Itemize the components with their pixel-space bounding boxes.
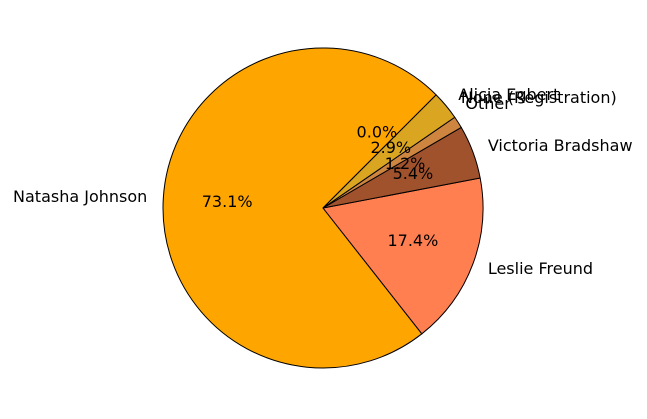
pie-slice-natasha-johnson — [162, 47, 437, 369]
pie-pct-alicja-egbert: 2.9% — [370, 138, 411, 157]
pie-slice-leslie-freund — [322, 177, 484, 335]
pie-slices — [162, 47, 484, 369]
pie-label-alicja-egbert: Alicja Egbert — [458, 85, 559, 104]
pie-pct-other: 0.0% — [357, 123, 398, 142]
pie-slice-alicja-egbert — [322, 94, 456, 209]
pie-label-none-registration: None (Registration) — [461, 88, 617, 107]
pie-label-victoria-bradshaw: Victoria Bradshaw — [488, 136, 633, 155]
pie-labels: Other 0.0% Natasha Johnson 73.1% Leslie Freu… — [13, 85, 633, 278]
pie-pct-leslie-freund: 17.4% — [387, 231, 438, 250]
pie-label-natasha-johnson: Natasha Johnson — [13, 187, 147, 206]
pie-pct-natasha-johnson: 73.1% — [202, 192, 253, 211]
pie-label-leslie-freund: Leslie Freund — [488, 259, 593, 278]
pie-label-other: Other — [465, 94, 511, 113]
pie-pct-none-registration: 1.2% — [385, 154, 426, 173]
pie-pct-victoria-bradshaw: 5.4% — [393, 164, 434, 183]
